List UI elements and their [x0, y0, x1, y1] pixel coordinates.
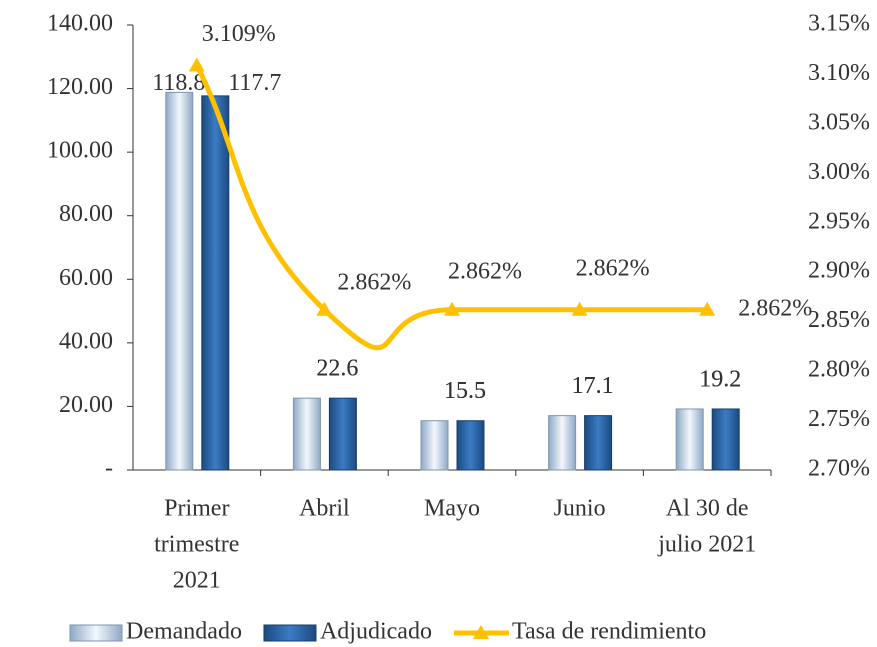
bar — [711, 408, 740, 471]
value-label: 117.7 — [228, 70, 281, 96]
y2-tick-label: 2.95% — [808, 208, 870, 234]
bar — [420, 420, 449, 471]
value-label: 17.1 — [572, 373, 614, 399]
y2-tick-label: 2.75% — [808, 406, 870, 432]
x-tick-label: Mayo — [424, 496, 480, 522]
bar — [201, 95, 230, 471]
bar — [165, 91, 194, 471]
x-tick-label: 2021 — [173, 568, 221, 594]
value-label: 15.5 — [444, 378, 486, 404]
y-tick-label: 20.00 — [59, 392, 113, 418]
x-tick-label: Junio — [554, 496, 606, 522]
y-tick-label: 100.00 — [47, 138, 113, 164]
value-label: 2.862% — [738, 295, 812, 321]
value-label: 17.1 — [572, 373, 614, 399]
bar — [456, 420, 485, 471]
line-marker — [444, 301, 460, 316]
y-tick-label: 40.00 — [59, 328, 113, 354]
y2-tick-label: 2.85% — [808, 307, 870, 333]
value-label: 19.2 — [699, 366, 741, 392]
y-tick-label: - — [105, 456, 113, 482]
legend-label: Adjudicado — [320, 619, 432, 645]
value-label: 19.2 — [699, 366, 741, 392]
line-marker — [316, 301, 333, 316]
legend-label: Tasa de rendimiento — [512, 619, 706, 645]
legend-swatch — [472, 625, 489, 639]
y2-tick-label: 2.80% — [808, 357, 870, 383]
y2-tick-label: 3.10% — [808, 60, 870, 86]
value-label: 118.8 — [152, 70, 205, 96]
y2-tick-label: 3.00% — [808, 159, 870, 185]
line-marker — [188, 57, 205, 72]
x-tick-label: Abril — [299, 496, 350, 522]
bar — [584, 415, 613, 471]
bar — [292, 397, 321, 471]
y2-tick-label: 3.15% — [808, 11, 870, 37]
value-label: 2.862% — [448, 258, 522, 284]
value-label: 22.6 — [316, 356, 358, 382]
legend-swatch — [263, 624, 317, 642]
y-tick-label: 60.00 — [59, 265, 113, 291]
bar — [548, 415, 577, 471]
y2-tick-label: 2.90% — [808, 258, 870, 284]
legend-label: Demandado — [126, 619, 242, 645]
x-tick-label: trimestre — [154, 532, 239, 558]
value-label: 22.6 — [316, 356, 358, 382]
y-tick-label: 80.00 — [59, 201, 113, 227]
value-label: 3.109% — [202, 21, 276, 47]
y-tick-label: 140.00 — [47, 11, 113, 37]
y-tick-label: 120.00 — [47, 74, 113, 100]
value-label: 2.862% — [337, 269, 411, 295]
x-tick-label: Al 30 de — [666, 496, 749, 522]
x-tick-label: Primer — [164, 496, 229, 522]
value-label: 2.862% — [576, 255, 650, 281]
y2-tick-label: 3.05% — [808, 109, 870, 135]
line — [194, 64, 708, 351]
line-marker — [571, 301, 588, 316]
y2-tick-label: 2.70% — [808, 456, 870, 482]
legend-swatch — [69, 624, 123, 642]
line-marker — [699, 301, 716, 316]
value-label: 15.5 — [444, 378, 486, 404]
x-tick-label: julio 2021 — [657, 532, 756, 558]
bar — [328, 397, 357, 471]
bar — [675, 408, 704, 471]
